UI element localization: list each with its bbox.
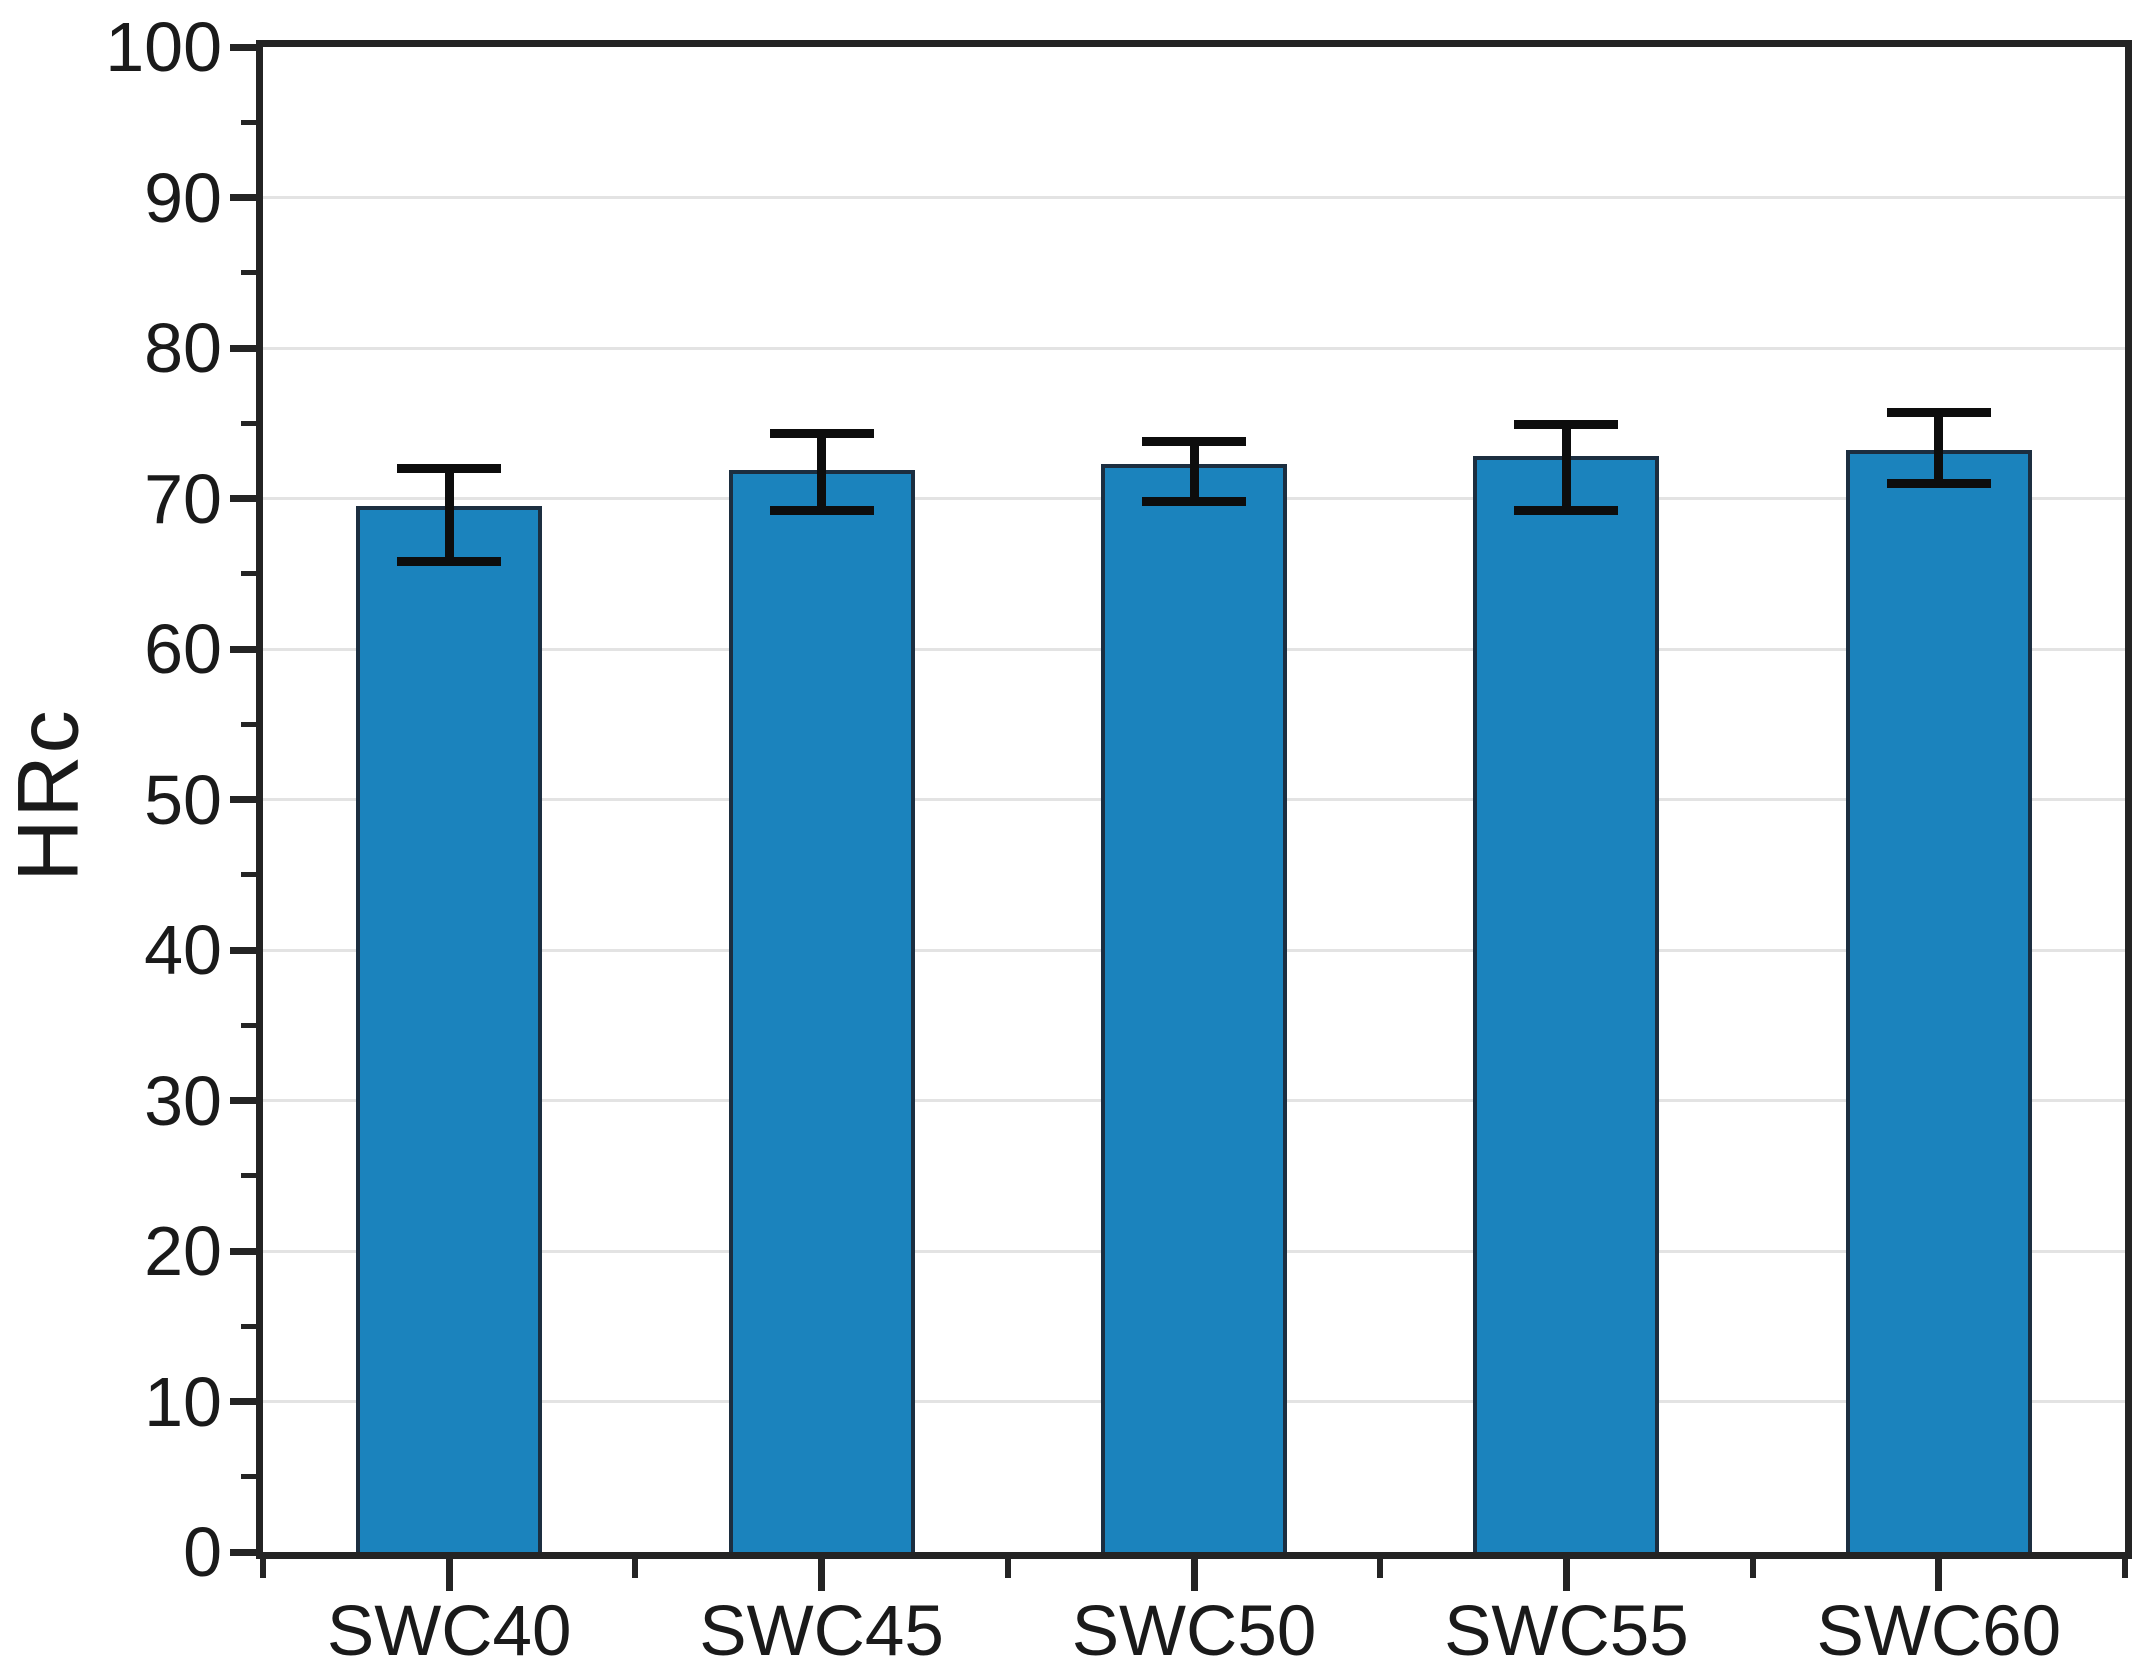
x-tick-label-swc60: SWC60 — [1816, 1592, 2062, 1671]
y-tick-minor-65 — [241, 571, 256, 577]
bar-swc40 — [356, 506, 543, 1552]
x-tick-minor-5 — [2122, 1559, 2128, 1578]
y-tick-label-40: 40 — [144, 911, 222, 989]
y-tick-major-70 — [230, 495, 256, 502]
y-tick-major-60 — [230, 645, 256, 653]
y-tick-label-60: 60 — [144, 610, 222, 688]
plot-area — [256, 40, 2132, 1559]
y-tick-major-40 — [230, 946, 256, 954]
gridline-90 — [263, 196, 2125, 199]
x-tick-minor-4 — [1749, 1559, 1756, 1578]
y-tick-major-0 — [230, 1548, 256, 1556]
x-tick-major-swc40 — [445, 1559, 453, 1591]
error-bar-bottom-cap-swc40 — [397, 557, 502, 567]
error-bar-stem-swc55 — [1561, 424, 1571, 511]
y-tick-label-80: 80 — [144, 309, 222, 387]
error-bar-stem-swc60 — [1934, 412, 1944, 484]
x-tick-major-swc60 — [1935, 1559, 1943, 1591]
y-tick-minor-45 — [241, 872, 256, 878]
y-tick-major-100 — [230, 43, 256, 51]
x-tick-minor-2 — [1004, 1559, 1011, 1578]
y-tick-major-20 — [230, 1247, 256, 1255]
bar-swc50 — [1101, 463, 1287, 1552]
x-tick-label-swc40: SWC40 — [326, 1592, 572, 1671]
y-tick-minor-85 — [241, 270, 256, 276]
bar-swc55 — [1473, 456, 1660, 1552]
x-tick-label-swc55: SWC55 — [1444, 1592, 1689, 1671]
x-tick-minor-1 — [632, 1559, 639, 1578]
error-bar-stem-swc40 — [444, 468, 454, 562]
y-tick-label-70: 70 — [144, 459, 222, 538]
error-bar-bottom-cap-swc55 — [1514, 506, 1619, 516]
error-bar-stem-swc45 — [817, 433, 827, 511]
y-tick-label-50: 50 — [144, 760, 222, 839]
x-tick-label-swc50: SWC50 — [1071, 1592, 1317, 1671]
y-tick-major-80 — [230, 344, 256, 352]
x-tick-major-swc50 — [1190, 1559, 1198, 1591]
y-tick-label-90: 90 — [144, 158, 222, 237]
y-tick-label-20: 20 — [144, 1212, 222, 1290]
y-tick-label-0: 0 — [183, 1513, 222, 1591]
y-tick-label-100: 100 — [105, 8, 222, 86]
y-tick-minor-55 — [241, 721, 256, 727]
x-tick-minor-3 — [1377, 1559, 1384, 1578]
y-tick-major-10 — [230, 1398, 256, 1405]
error-bar-bottom-cap-swc45 — [769, 506, 874, 516]
error-bar-top-cap-swc40 — [397, 463, 502, 473]
x-tick-label-swc45: SWC45 — [699, 1592, 944, 1671]
error-bar-top-cap-swc45 — [769, 429, 874, 439]
y-tick-minor-25 — [241, 1173, 256, 1179]
y-tick-label-30: 30 — [144, 1061, 222, 1140]
error-bar-top-cap-swc55 — [1514, 420, 1619, 430]
error-bar-bottom-cap-swc60 — [1886, 478, 1991, 488]
x-tick-major-swc55 — [1562, 1559, 1570, 1591]
error-bar-bottom-cap-swc50 — [1142, 497, 1246, 506]
y-tick-major-50 — [230, 796, 256, 803]
y-tick-minor-75 — [241, 420, 256, 426]
x-tick-major-swc45 — [818, 1559, 826, 1591]
y-tick-minor-15 — [241, 1323, 256, 1329]
y-tick-label-10: 10 — [144, 1362, 222, 1441]
x-tick-minor-0 — [260, 1559, 266, 1578]
bar-swc60 — [1845, 450, 2032, 1552]
y-tick-minor-95 — [241, 119, 256, 125]
y-tick-major-30 — [230, 1097, 256, 1104]
error-bar-stem-swc50 — [1189, 441, 1199, 502]
y-tick-minor-35 — [241, 1022, 256, 1028]
error-bar-top-cap-swc50 — [1142, 436, 1246, 446]
gridline-80 — [263, 346, 2125, 350]
y-tick-major-90 — [230, 194, 256, 201]
error-bar-top-cap-swc60 — [1886, 408, 1991, 418]
bar-swc45 — [728, 469, 915, 1552]
y-tick-minor-5 — [241, 1474, 256, 1480]
